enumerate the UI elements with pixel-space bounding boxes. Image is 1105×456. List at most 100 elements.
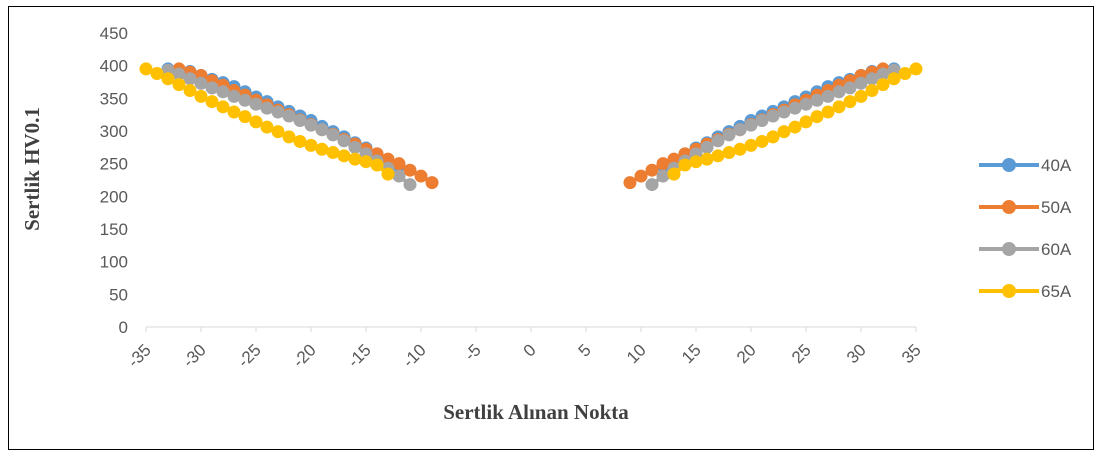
data-point [425,176,439,190]
data-point [304,118,318,132]
hardness-profile-chart: -35 -30 -25 -20 -15 -10 -5 0 5 10 15 20 25 30 35 0 50 10… [20,24,1072,424]
legend-label: 65A [1041,282,1072,301]
data-point [348,152,362,166]
legend-label: 60A [1041,240,1072,259]
x-tick-label: -20 [289,340,320,371]
data-point [238,110,252,124]
data-point [282,109,296,123]
data-point [293,114,307,128]
data-point [205,95,219,109]
data-point [799,97,813,111]
data-point [634,169,648,183]
data-point [150,67,164,81]
legend-item-60A: 60A [979,240,1072,259]
data-point [414,169,428,183]
data-point [348,140,362,154]
data-point [766,130,780,144]
y-tick-label: 200 [100,187,128,206]
chart-frame: -35 -30 -25 -20 -15 -10 -5 0 5 10 15 20 25 30 35 0 50 10… [8,6,1094,450]
legend-item-50A: 50A [979,198,1072,217]
data-point [876,67,890,81]
data-point [755,114,769,128]
data-point [392,169,406,183]
data-point [161,72,175,86]
legend-item-40A: 40A [979,156,1072,175]
data-point [260,101,274,115]
data-point [381,152,395,166]
x-tick-label: -25 [234,340,265,371]
series-40A [161,62,901,173]
data-point [271,125,285,139]
data-point [810,93,824,107]
data-point [194,89,208,103]
data-point [788,101,802,115]
legend-marker [1002,200,1016,214]
data-point [315,123,329,137]
series-65A [139,62,923,181]
data-point [227,89,241,103]
data-point [282,130,296,144]
data-point [656,169,670,183]
data-point [139,62,153,76]
data-point [667,152,681,166]
x-tick-label: 5 [575,340,595,360]
data-point [403,163,417,177]
data-point [315,142,329,156]
x-tick-label: -10 [399,340,430,371]
x-axis-title: Sertlik Alınan Nokta [443,400,629,424]
data-point [821,105,835,119]
data-point [722,146,736,160]
x-axis: -35 -30 -25 -20 -15 -10 -5 0 5 10 15 20 25 30 35 [124,326,925,371]
data-point [304,138,318,152]
legend-label: 40A [1041,156,1072,175]
data-point [249,97,263,111]
legend-marker [1002,242,1016,256]
data-point [810,110,824,124]
data-point [337,149,351,163]
y-tick-label: 250 [100,155,128,174]
data-point [227,105,241,119]
data-point [216,100,230,114]
data-point [183,72,197,86]
data-point [238,93,252,107]
data-point [249,115,263,129]
x-tick-label: 0 [520,340,540,360]
data-point [854,76,868,90]
data-point [700,152,714,166]
data-point [854,89,868,103]
legend-label: 50A [1041,198,1072,217]
data-point [337,134,351,148]
y-tick-label: 300 [100,122,128,141]
x-tick-label: 35 [898,340,925,367]
data-point [887,72,901,86]
data-point [700,140,714,154]
data-point [326,146,340,160]
x-tick-label: -15 [344,340,375,371]
y-axis: 0 50 100 150 200 250 300 350 400 450 [100,24,128,337]
y-tick-label: 50 [109,285,128,304]
data-point [667,167,681,181]
data-point [788,120,802,134]
data-point [392,157,406,171]
data-point [766,109,780,123]
data-point [755,134,769,148]
data-point [403,178,417,192]
data-point [799,115,813,129]
y-tick-label: 400 [100,57,128,76]
series-60A [161,63,901,192]
x-tick-label: 10 [623,340,650,367]
data-point [623,176,637,190]
data-point [271,105,285,119]
y-tick-label: 100 [100,253,128,272]
data-point [744,138,758,152]
data-point [898,67,912,81]
data-point [183,83,197,97]
x-tick-label: 25 [788,340,815,367]
x-tick-label: -5 [461,340,485,364]
data-point [876,78,890,92]
data-point [656,157,670,171]
data-point [216,85,230,99]
x-tick-label: 30 [843,340,870,367]
data-point [832,100,846,114]
data-point [381,167,395,181]
